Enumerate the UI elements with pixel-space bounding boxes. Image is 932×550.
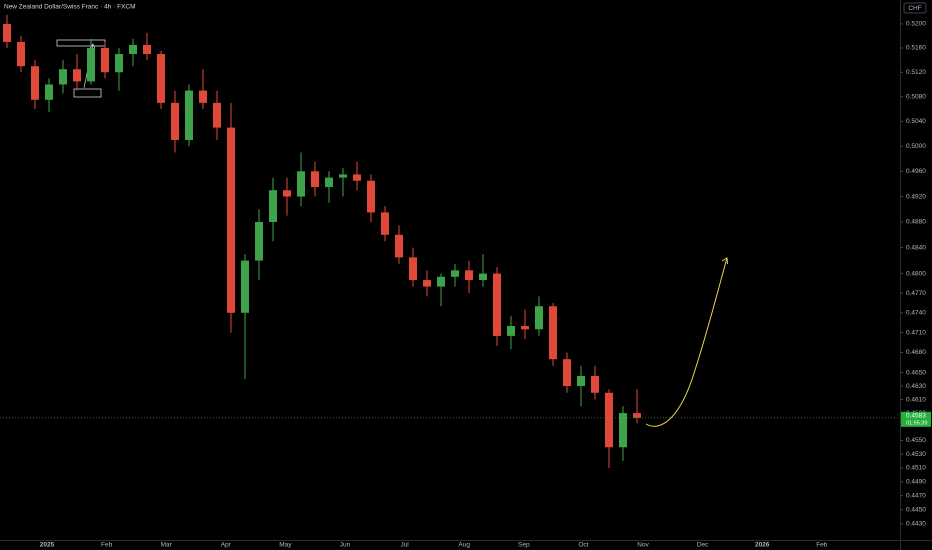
candle-body <box>227 127 235 313</box>
candle-body <box>549 306 557 360</box>
x-tick-label: Jun <box>340 542 351 549</box>
candle-body <box>381 212 389 235</box>
currency-label: CHF <box>908 5 921 12</box>
candle-body <box>157 54 165 103</box>
candle-body <box>339 174 347 178</box>
y-tick-label: 0.5120 <box>906 69 926 76</box>
x-tick-label: Nov <box>637 542 649 549</box>
x-tick-label: May <box>279 542 292 549</box>
y-tick-label: 0.4740 <box>906 310 926 317</box>
x-tick-label: Apr <box>221 542 232 549</box>
candle-body <box>367 180 375 213</box>
candle-body <box>143 44 151 55</box>
candle-body <box>479 273 487 281</box>
candle-body <box>199 90 207 103</box>
candle-body <box>465 270 473 281</box>
y-tick-label: 0.4510 <box>906 465 926 472</box>
y-tick-label: 0.5040 <box>906 118 926 125</box>
candle-body <box>311 171 319 188</box>
y-tick-label: 0.4960 <box>906 168 926 175</box>
x-tick-label: Feb <box>101 542 113 549</box>
drawing-box[interactable] <box>73 88 102 98</box>
y-tick-label: 0.4680 <box>906 349 926 356</box>
y-tick-label: 0.4710 <box>906 329 926 336</box>
candle-body <box>325 177 333 188</box>
candle-body <box>115 54 123 73</box>
candle-body <box>31 66 39 100</box>
candle-body <box>3 23 11 42</box>
x-tick-label: Sep <box>518 542 530 549</box>
y-tick-label: 0.4490 <box>906 479 926 486</box>
y-tick-label: 0.4550 <box>906 437 926 444</box>
candle-body <box>535 306 543 330</box>
y-tick-label: 0.4610 <box>906 396 926 403</box>
x-tick-label: Jul <box>400 542 409 549</box>
y-tick-label: 0.4470 <box>906 492 926 499</box>
candle-body <box>129 44 137 55</box>
projection-arrowhead <box>721 257 728 265</box>
candle-body <box>17 41 25 67</box>
y-tick-label: 0.4430 <box>906 520 926 527</box>
y-tick-label: 0.4880 <box>906 219 926 226</box>
candle-body <box>185 90 193 141</box>
candle-body <box>437 276 445 287</box>
candle-body <box>423 280 431 287</box>
candle-body <box>297 171 305 197</box>
candle-body <box>87 47 95 82</box>
y-tick-label: 0.5080 <box>906 93 926 100</box>
last-price-label: 0.4583 <box>906 413 926 420</box>
x-tick-label: 2026 <box>755 542 770 549</box>
y-tick-label: 0.4450 <box>906 506 926 513</box>
x-tick-label: Oct <box>578 542 588 549</box>
x-tick-label: Mar <box>161 542 173 549</box>
y-tick-label: 0.4770 <box>906 290 926 297</box>
candle-body <box>521 325 529 330</box>
candle-body <box>353 174 361 181</box>
candle-body <box>269 190 277 223</box>
y-tick-label: 0.4840 <box>906 244 926 251</box>
candle-body <box>591 375 599 393</box>
countdown-label: 01:55:39 <box>906 420 927 426</box>
chart-title: New Zealand Dollar/Swiss Franc · 4h · FX… <box>4 4 135 11</box>
y-tick-label: 0.4800 <box>906 270 926 277</box>
y-tick-label: 0.4650 <box>906 369 926 376</box>
candle-body <box>101 47 109 73</box>
candle-body <box>395 234 403 258</box>
y-tick-label: 0.5000 <box>906 143 926 150</box>
candle-body <box>241 260 249 313</box>
candle-body <box>45 84 53 100</box>
candle-body <box>73 69 81 82</box>
candle-body <box>59 69 67 85</box>
y-tick-label: 0.5200 <box>906 21 926 28</box>
candle-body <box>577 375 585 387</box>
last-price-badge <box>901 411 931 427</box>
y-tick-label: 0.5160 <box>906 45 926 52</box>
x-tick-label: Dec <box>697 542 709 549</box>
candle-body <box>493 273 501 336</box>
candle-body <box>171 102 179 141</box>
projection-curve[interactable] <box>645 257 728 427</box>
y-tick-label: 0.4630 <box>906 383 926 390</box>
currency-badge[interactable] <box>903 2 927 14</box>
candle-body <box>213 102 221 128</box>
candle-body <box>255 222 263 261</box>
candle-body <box>619 413 627 448</box>
candle-body <box>283 190 291 197</box>
x-tick-label: Feb <box>816 542 828 549</box>
candle-body <box>605 392 613 448</box>
candle-body <box>451 270 459 277</box>
x-tick-label: 2025 <box>40 542 55 549</box>
candle-body <box>507 325 515 336</box>
y-tick-label: 0.4920 <box>906 193 926 200</box>
y-tick-label: 0.4530 <box>906 451 926 458</box>
candle-body <box>633 413 641 418</box>
x-tick-label: Aug <box>458 542 470 549</box>
candle-body <box>563 359 571 387</box>
candle-body <box>409 257 417 281</box>
